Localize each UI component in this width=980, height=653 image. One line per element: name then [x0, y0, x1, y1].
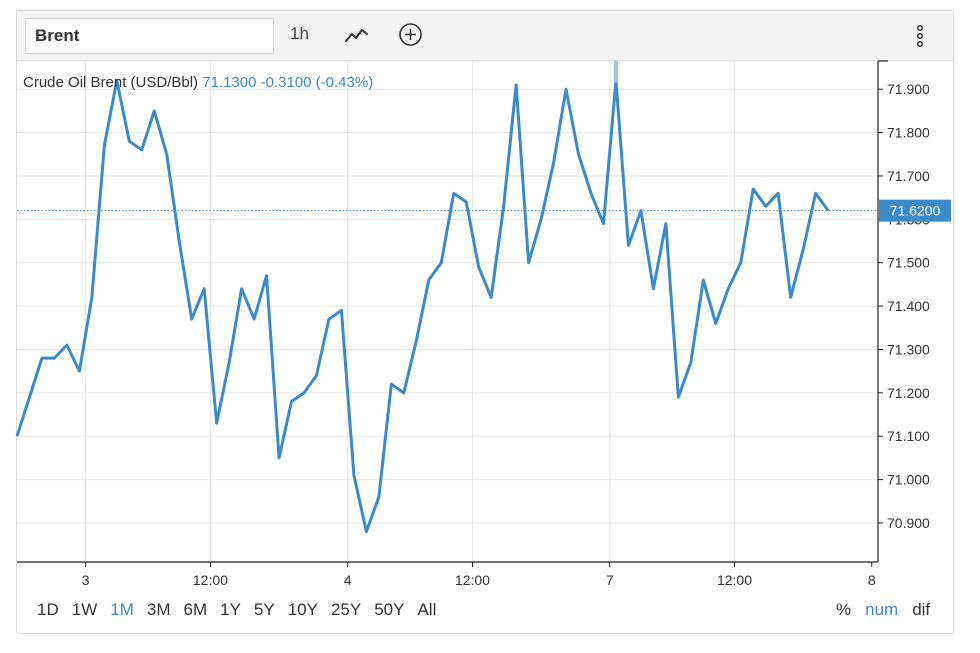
x-tick-label: 4: [344, 572, 352, 588]
legend-series-name: Crude Oil Brent (USD/Bbl): [23, 74, 199, 91]
y-tick-label: 71.100: [887, 428, 930, 444]
chart-legend: Crude Oil Brent (USD/Bbl) 71.1300 -0.310…: [23, 74, 373, 91]
range-button-25y[interactable]: 25Y: [330, 600, 362, 619]
x-tick-label: 3: [82, 572, 90, 588]
y-tick-label: 71.700: [887, 168, 930, 184]
kebab-menu-icon[interactable]: [913, 23, 927, 54]
legend-change: -0.3100 (-0.43%): [260, 74, 374, 91]
range-button-3m[interactable]: 3M: [146, 600, 171, 619]
y-tick-label: 70.900: [887, 515, 930, 531]
mode-selector: % num dif: [836, 600, 930, 620]
plus-circle-icon[interactable]: [398, 22, 423, 52]
chart-toolbar: 1h: [17, 11, 953, 61]
mode-button-dif[interactable]: dif: [912, 600, 931, 619]
range-button-6m[interactable]: 6M: [183, 600, 208, 619]
mode-button-percent[interactable]: %: [836, 600, 852, 619]
range-selector: 1D 1W 1M 3M 6M 1Y 5Y 10Y 25Y 50Y All: [37, 600, 449, 620]
range-button-all[interactable]: All: [417, 600, 437, 619]
legend-price: 71.1300: [202, 74, 257, 91]
y-tick-label: 71.000: [887, 472, 930, 488]
line-chart-icon[interactable]: [345, 25, 369, 50]
range-button-10y[interactable]: 10Y: [287, 600, 318, 619]
symbol-input[interactable]: [25, 18, 274, 54]
chart-widget-frame: [16, 10, 954, 634]
range-button-5y[interactable]: 5Y: [253, 600, 275, 619]
x-tick-label: 7: [606, 572, 614, 588]
range-button-1m[interactable]: 1M: [110, 600, 134, 619]
range-button-1y[interactable]: 1Y: [220, 600, 241, 619]
y-tick-label: 71.800: [887, 125, 930, 141]
y-tick-label: 71.500: [887, 255, 930, 271]
range-button-1d[interactable]: 1D: [37, 600, 59, 619]
y-tick-label: 71.900: [887, 81, 930, 97]
range-button-50y[interactable]: 50Y: [374, 600, 405, 619]
mode-button-num[interactable]: num: [865, 600, 899, 619]
price-series-line: [15, 79, 830, 534]
x-tick-label: 12:00: [455, 572, 490, 588]
range-button-1w[interactable]: 1W: [71, 600, 98, 619]
last-price-label: 71.6200: [890, 203, 941, 219]
y-tick-label: 71.400: [887, 298, 930, 314]
x-tick-label: 12:00: [717, 572, 752, 588]
y-tick-label: 71.200: [887, 385, 930, 401]
x-tick-label: 8: [868, 572, 876, 588]
y-tick-label: 71.300: [887, 341, 930, 357]
x-tick-label: 12:00: [193, 572, 228, 588]
interval-button[interactable]: 1h: [290, 24, 309, 43]
last-price-badge: [879, 199, 951, 222]
